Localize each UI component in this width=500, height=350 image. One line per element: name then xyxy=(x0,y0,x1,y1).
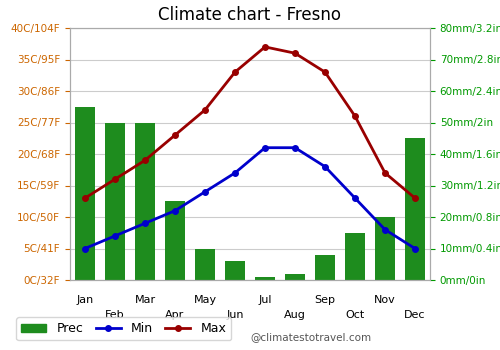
Text: Dec: Dec xyxy=(404,310,426,320)
Text: Oct: Oct xyxy=(346,310,364,320)
Bar xyxy=(195,248,215,280)
Text: Jan: Jan xyxy=(76,295,94,305)
Bar xyxy=(256,277,275,280)
Text: Feb: Feb xyxy=(105,310,125,320)
Bar xyxy=(405,138,425,280)
Text: Mar: Mar xyxy=(134,295,156,305)
Text: Jul: Jul xyxy=(258,295,272,305)
Bar xyxy=(75,107,95,280)
Bar xyxy=(105,122,125,280)
Bar xyxy=(375,217,395,280)
Bar xyxy=(316,255,335,280)
Text: Aug: Aug xyxy=(284,310,306,320)
Text: @climatestotravel.com: @climatestotravel.com xyxy=(250,332,371,342)
Text: Sep: Sep xyxy=(314,295,336,305)
Bar xyxy=(225,261,245,280)
Bar xyxy=(165,201,185,280)
Legend: Prec, Min, Max: Prec, Min, Max xyxy=(16,317,231,340)
Text: Apr: Apr xyxy=(166,310,184,320)
Bar xyxy=(345,233,365,280)
Text: Nov: Nov xyxy=(374,295,396,305)
Bar xyxy=(285,274,305,280)
Bar xyxy=(135,122,155,280)
Text: Jun: Jun xyxy=(226,310,244,320)
Title: Climate chart - Fresno: Climate chart - Fresno xyxy=(158,6,342,24)
Text: May: May xyxy=(194,295,216,305)
